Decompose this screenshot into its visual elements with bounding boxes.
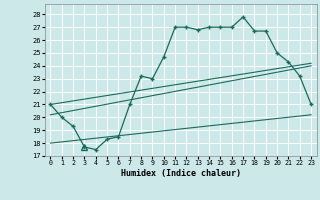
X-axis label: Humidex (Indice chaleur): Humidex (Indice chaleur) bbox=[121, 169, 241, 178]
